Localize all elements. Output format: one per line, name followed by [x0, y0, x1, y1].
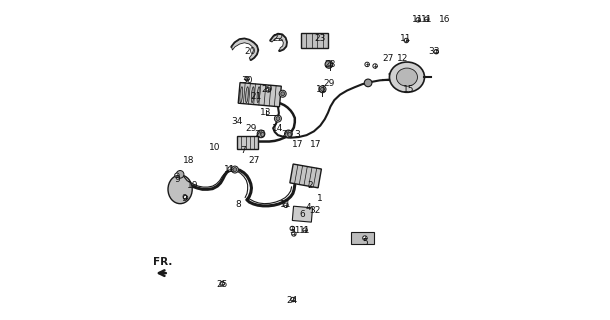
- Text: 34: 34: [231, 117, 242, 126]
- Text: 6: 6: [299, 210, 304, 219]
- Text: 11: 11: [300, 226, 310, 235]
- Text: 29: 29: [261, 85, 273, 94]
- Bar: [292, 206, 312, 222]
- Text: 5: 5: [363, 238, 368, 247]
- Circle shape: [228, 167, 232, 171]
- Text: 22: 22: [272, 35, 284, 44]
- Circle shape: [266, 88, 271, 92]
- Text: 26: 26: [282, 130, 293, 139]
- Text: 12: 12: [398, 53, 409, 62]
- Circle shape: [434, 50, 439, 54]
- Circle shape: [319, 86, 326, 93]
- Circle shape: [231, 166, 239, 173]
- Text: 8: 8: [235, 200, 241, 209]
- Ellipse shape: [251, 87, 254, 103]
- Circle shape: [290, 297, 295, 302]
- Text: 29: 29: [245, 124, 257, 132]
- Text: 11: 11: [280, 200, 292, 209]
- Circle shape: [321, 87, 325, 91]
- Text: 24: 24: [287, 296, 298, 305]
- Text: 9: 9: [174, 175, 180, 184]
- Text: 26: 26: [254, 130, 265, 139]
- Ellipse shape: [285, 130, 292, 138]
- Text: 1: 1: [317, 194, 322, 203]
- Text: 19: 19: [187, 181, 199, 190]
- Circle shape: [373, 64, 378, 68]
- Circle shape: [292, 232, 296, 236]
- Text: 27: 27: [383, 53, 394, 62]
- Text: 31: 31: [289, 226, 301, 235]
- Circle shape: [174, 173, 179, 178]
- Ellipse shape: [257, 130, 265, 138]
- Circle shape: [320, 87, 325, 92]
- Circle shape: [245, 76, 249, 81]
- Text: 11: 11: [224, 165, 236, 174]
- Circle shape: [416, 18, 420, 22]
- Text: 13: 13: [260, 108, 272, 117]
- Circle shape: [328, 63, 332, 67]
- Ellipse shape: [396, 68, 417, 86]
- Polygon shape: [232, 39, 258, 60]
- Circle shape: [363, 236, 367, 240]
- Text: 4: 4: [306, 203, 311, 212]
- Text: 3: 3: [294, 130, 300, 139]
- Ellipse shape: [389, 62, 425, 92]
- Text: 2: 2: [307, 181, 312, 190]
- Text: 28: 28: [324, 60, 336, 69]
- Ellipse shape: [325, 60, 332, 68]
- Text: 9: 9: [182, 194, 187, 203]
- Polygon shape: [271, 34, 287, 51]
- Ellipse shape: [168, 175, 192, 204]
- Text: 11: 11: [316, 85, 328, 94]
- Text: 20: 20: [245, 47, 256, 56]
- Polygon shape: [237, 136, 258, 149]
- Circle shape: [290, 226, 295, 231]
- Text: 29: 29: [323, 79, 334, 88]
- Circle shape: [365, 62, 370, 67]
- Text: 25: 25: [217, 280, 228, 289]
- Circle shape: [274, 115, 281, 122]
- Ellipse shape: [364, 79, 372, 87]
- Text: 10: 10: [209, 143, 221, 152]
- Text: 7: 7: [240, 146, 246, 155]
- Text: 33: 33: [429, 47, 440, 56]
- Circle shape: [279, 90, 286, 97]
- Circle shape: [233, 168, 237, 172]
- Text: 15: 15: [403, 85, 414, 94]
- Text: 30: 30: [242, 76, 253, 85]
- Circle shape: [183, 196, 188, 200]
- Polygon shape: [239, 83, 281, 107]
- Text: 17: 17: [292, 140, 304, 148]
- Ellipse shape: [240, 87, 243, 103]
- Circle shape: [176, 171, 184, 178]
- Text: 17: 17: [310, 140, 322, 148]
- Text: 11: 11: [412, 15, 424, 24]
- Text: 11: 11: [400, 35, 411, 44]
- Text: 16: 16: [439, 15, 450, 24]
- Circle shape: [404, 38, 409, 43]
- Text: 14: 14: [272, 124, 284, 132]
- Circle shape: [220, 281, 224, 286]
- Ellipse shape: [257, 87, 260, 103]
- Circle shape: [284, 203, 288, 207]
- Ellipse shape: [246, 87, 248, 103]
- Polygon shape: [290, 164, 321, 188]
- Text: 11: 11: [421, 15, 432, 24]
- Text: 23: 23: [315, 35, 326, 44]
- Text: 32: 32: [309, 206, 320, 215]
- Text: 18: 18: [183, 156, 195, 164]
- Bar: [351, 232, 373, 244]
- Circle shape: [281, 92, 285, 96]
- Polygon shape: [301, 33, 328, 49]
- Text: FR.: FR.: [152, 257, 172, 268]
- Text: 21: 21: [250, 92, 261, 101]
- Circle shape: [425, 17, 429, 21]
- Text: 27: 27: [248, 156, 260, 164]
- Circle shape: [276, 117, 280, 121]
- Circle shape: [303, 228, 307, 232]
